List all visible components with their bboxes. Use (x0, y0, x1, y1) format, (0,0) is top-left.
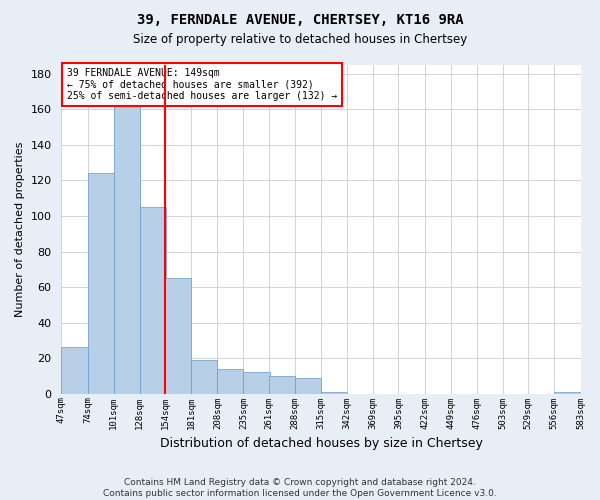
Bar (321, 392, 347, 394)
Bar (61, 348, 88, 394)
Y-axis label: Number of detached properties: Number of detached properties (15, 142, 25, 317)
Text: Size of property relative to detached houses in Chertsey: Size of property relative to detached ho… (133, 32, 467, 46)
Bar (113, 104, 140, 394)
Text: 39 FERNDALE AVENUE: 149sqm
← 75% of detached houses are smaller (392)
25% of sem: 39 FERNDALE AVENUE: 149sqm ← 75% of deta… (67, 68, 337, 102)
Bar (191, 360, 217, 394)
Bar (295, 378, 321, 394)
Bar (244, 372, 269, 394)
Text: Contains HM Land Registry data © Crown copyright and database right 2024.
Contai: Contains HM Land Registry data © Crown c… (103, 478, 497, 498)
Bar (269, 376, 295, 394)
Text: 39, FERNDALE AVENUE, CHERTSEY, KT16 9RA: 39, FERNDALE AVENUE, CHERTSEY, KT16 9RA (137, 12, 463, 26)
Bar (140, 207, 166, 394)
Bar (88, 174, 113, 394)
Bar (554, 392, 581, 394)
X-axis label: Distribution of detached houses by size in Chertsey: Distribution of detached houses by size … (160, 437, 482, 450)
Bar (217, 369, 244, 394)
Bar (165, 278, 191, 394)
